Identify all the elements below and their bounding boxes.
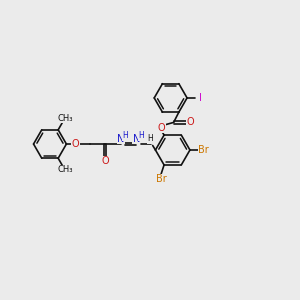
Text: O: O — [72, 139, 80, 149]
Text: CH₃: CH₃ — [58, 165, 73, 174]
Text: H: H — [148, 134, 154, 143]
Text: Br: Br — [156, 175, 167, 184]
Text: O: O — [101, 156, 109, 166]
Text: H: H — [138, 131, 144, 140]
Text: H: H — [123, 131, 128, 140]
Text: O: O — [158, 123, 166, 133]
Text: O: O — [187, 117, 194, 128]
Text: I: I — [199, 93, 202, 103]
Text: N: N — [133, 134, 140, 144]
Text: N: N — [117, 134, 124, 144]
Text: Br: Br — [198, 145, 209, 155]
Text: CH₃: CH₃ — [58, 114, 73, 123]
